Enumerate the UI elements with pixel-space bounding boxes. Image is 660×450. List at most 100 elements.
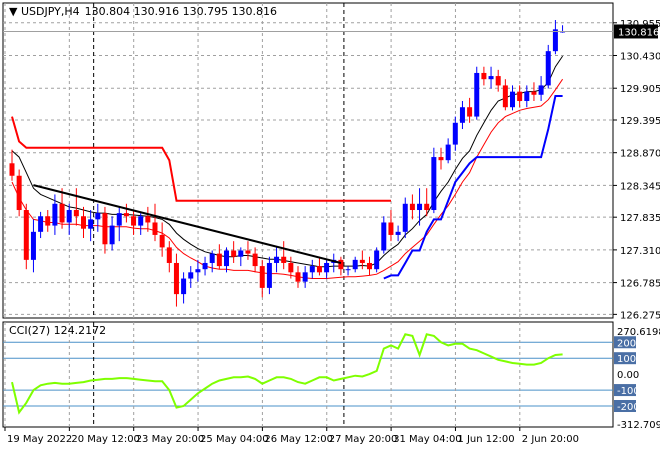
candle-body: [59, 203, 65, 223]
cci-tick-label: 0.00: [617, 370, 639, 381]
candle-body: [452, 122, 458, 145]
candle-body: [38, 216, 44, 232]
candle-body: [359, 259, 365, 263]
candle-body: [316, 266, 322, 273]
candle-body: [431, 157, 437, 211]
candle-body: [395, 231, 401, 235]
price-tick-label: 129.395: [620, 116, 660, 127]
candle-body: [381, 222, 387, 251]
candle-body: [510, 91, 515, 108]
candle-body: [123, 213, 129, 217]
candle-body: [295, 272, 301, 282]
ohlc-label: 130.804 130.916 130.795 130.816: [85, 5, 277, 18]
candle-body: [202, 262, 208, 270]
candle-body: [538, 85, 544, 95]
candle-body: [417, 203, 423, 211]
candle-body: [352, 259, 358, 270]
candle-body: [195, 269, 201, 273]
candle-body: [474, 72, 480, 117]
time-tick-label: 1 Jun 12:00: [457, 434, 514, 445]
candle-body: [459, 107, 465, 123]
price-tick-label: 126.275: [620, 310, 660, 321]
candle-body: [345, 269, 351, 271]
candle-body: [481, 72, 487, 80]
candle-body: [216, 253, 222, 267]
candle-body: [274, 256, 280, 263]
candle-body: [23, 210, 29, 260]
candle-body: [9, 163, 15, 176]
cci-level-box: [614, 400, 636, 413]
candle-body: [367, 262, 372, 270]
price-tick-label: 127.310: [620, 246, 660, 257]
candle-body: [266, 262, 272, 288]
candles: [9, 20, 566, 307]
candle-body: [467, 107, 473, 117]
cci-tick-label: -200: [617, 402, 640, 413]
cci-level-box: [614, 336, 636, 349]
price-panel-frame: [2, 2, 614, 319]
candle-body: [224, 250, 229, 267]
last-price-label: 130.816: [618, 27, 659, 38]
candle-body: [145, 216, 151, 223]
trendline: [33, 184, 342, 264]
candle-body: [166, 247, 172, 263]
candle-body: [159, 234, 165, 248]
candle-body: [252, 253, 258, 267]
candle-body: [338, 259, 344, 270]
dropdown-triangle-icon: ▼: [9, 5, 21, 18]
time-tick-label: 19 May 2022: [7, 434, 72, 445]
candle-body: [424, 203, 430, 211]
candle-body: [45, 216, 51, 226]
cci-level-box: [614, 352, 636, 365]
candle-body: [52, 203, 58, 226]
candle-body: [495, 76, 501, 86]
candle-body: [502, 85, 508, 108]
candle-body: [288, 262, 294, 273]
cci-line: [11, 333, 563, 415]
symbol-label: USDJPY,H4: [21, 5, 80, 18]
candle-body: [524, 91, 530, 101]
cci-title: CCI(27) 124.2172: [9, 324, 106, 337]
candle-body: [309, 266, 315, 273]
candle-body: [152, 222, 158, 235]
candle-body: [552, 29, 558, 52]
time-tick-label: 25 May 04:00: [200, 434, 269, 445]
candle-body: [66, 210, 72, 223]
cci-series-line: [11, 333, 563, 415]
candle-body: [531, 91, 537, 95]
indicator-line: [11, 55, 564, 268]
last-price-box: [614, 24, 658, 39]
candle-body: [409, 203, 415, 211]
candle-body: [88, 219, 94, 229]
candle-body: [445, 144, 451, 161]
price-tick-label: 126.785: [620, 279, 660, 290]
cci-level-box: [614, 384, 636, 397]
candle-body: [259, 266, 265, 288]
time-tick-label: 20 May 12:00: [71, 434, 140, 445]
candle-body: [73, 210, 79, 217]
candle-body: [281, 256, 287, 263]
candle-body: [438, 157, 444, 161]
candle-body: [188, 272, 194, 279]
candle-body: [374, 250, 380, 270]
price-tick-label: 129.905: [620, 84, 660, 95]
cci-tick-label: 100: [617, 354, 636, 365]
candle-body: [81, 216, 86, 229]
candle-body: [95, 213, 101, 220]
candle-body: [245, 250, 251, 254]
cci-session-separators: [4, 322, 521, 427]
candle-body: [181, 278, 187, 295]
trendline: [33, 184, 342, 264]
candle-body: [402, 203, 408, 232]
time-tick-label: 23 May 20:00: [136, 434, 205, 445]
indicator-line: [383, 95, 563, 280]
cci-tick-label: 270.6198: [617, 327, 660, 338]
price-tick-label: 127.835: [620, 213, 660, 224]
chart-title: ▼ USDJPY,H4 130.804 130.916 130.795 130.8…: [9, 5, 277, 18]
cci-panel-frame: [2, 321, 614, 428]
candle-body: [138, 216, 144, 226]
candle-body: [173, 262, 179, 295]
